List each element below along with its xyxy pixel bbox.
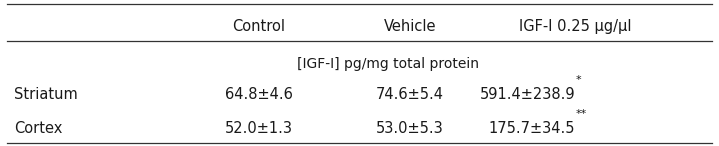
Text: 52.0±1.3: 52.0±1.3: [225, 121, 293, 136]
Text: [IGF-I] pg/mg total protein: [IGF-I] pg/mg total protein: [297, 57, 480, 71]
Text: Cortex: Cortex: [14, 121, 63, 136]
Text: 591.4±238.9: 591.4±238.9: [480, 87, 575, 102]
Text: 175.7±34.5: 175.7±34.5: [489, 121, 575, 136]
Text: 53.0±5.3: 53.0±5.3: [376, 121, 444, 136]
Text: **: **: [576, 109, 587, 119]
Text: 64.8±4.6: 64.8±4.6: [225, 87, 293, 102]
Text: Striatum: Striatum: [14, 87, 78, 102]
Text: Control: Control: [232, 19, 285, 34]
Text: 74.6±5.4: 74.6±5.4: [376, 87, 444, 102]
Text: IGF-I 0.25 μg/μl: IGF-I 0.25 μg/μl: [519, 19, 631, 34]
Text: Vehicle: Vehicle: [383, 19, 436, 34]
Text: *: *: [576, 75, 582, 85]
